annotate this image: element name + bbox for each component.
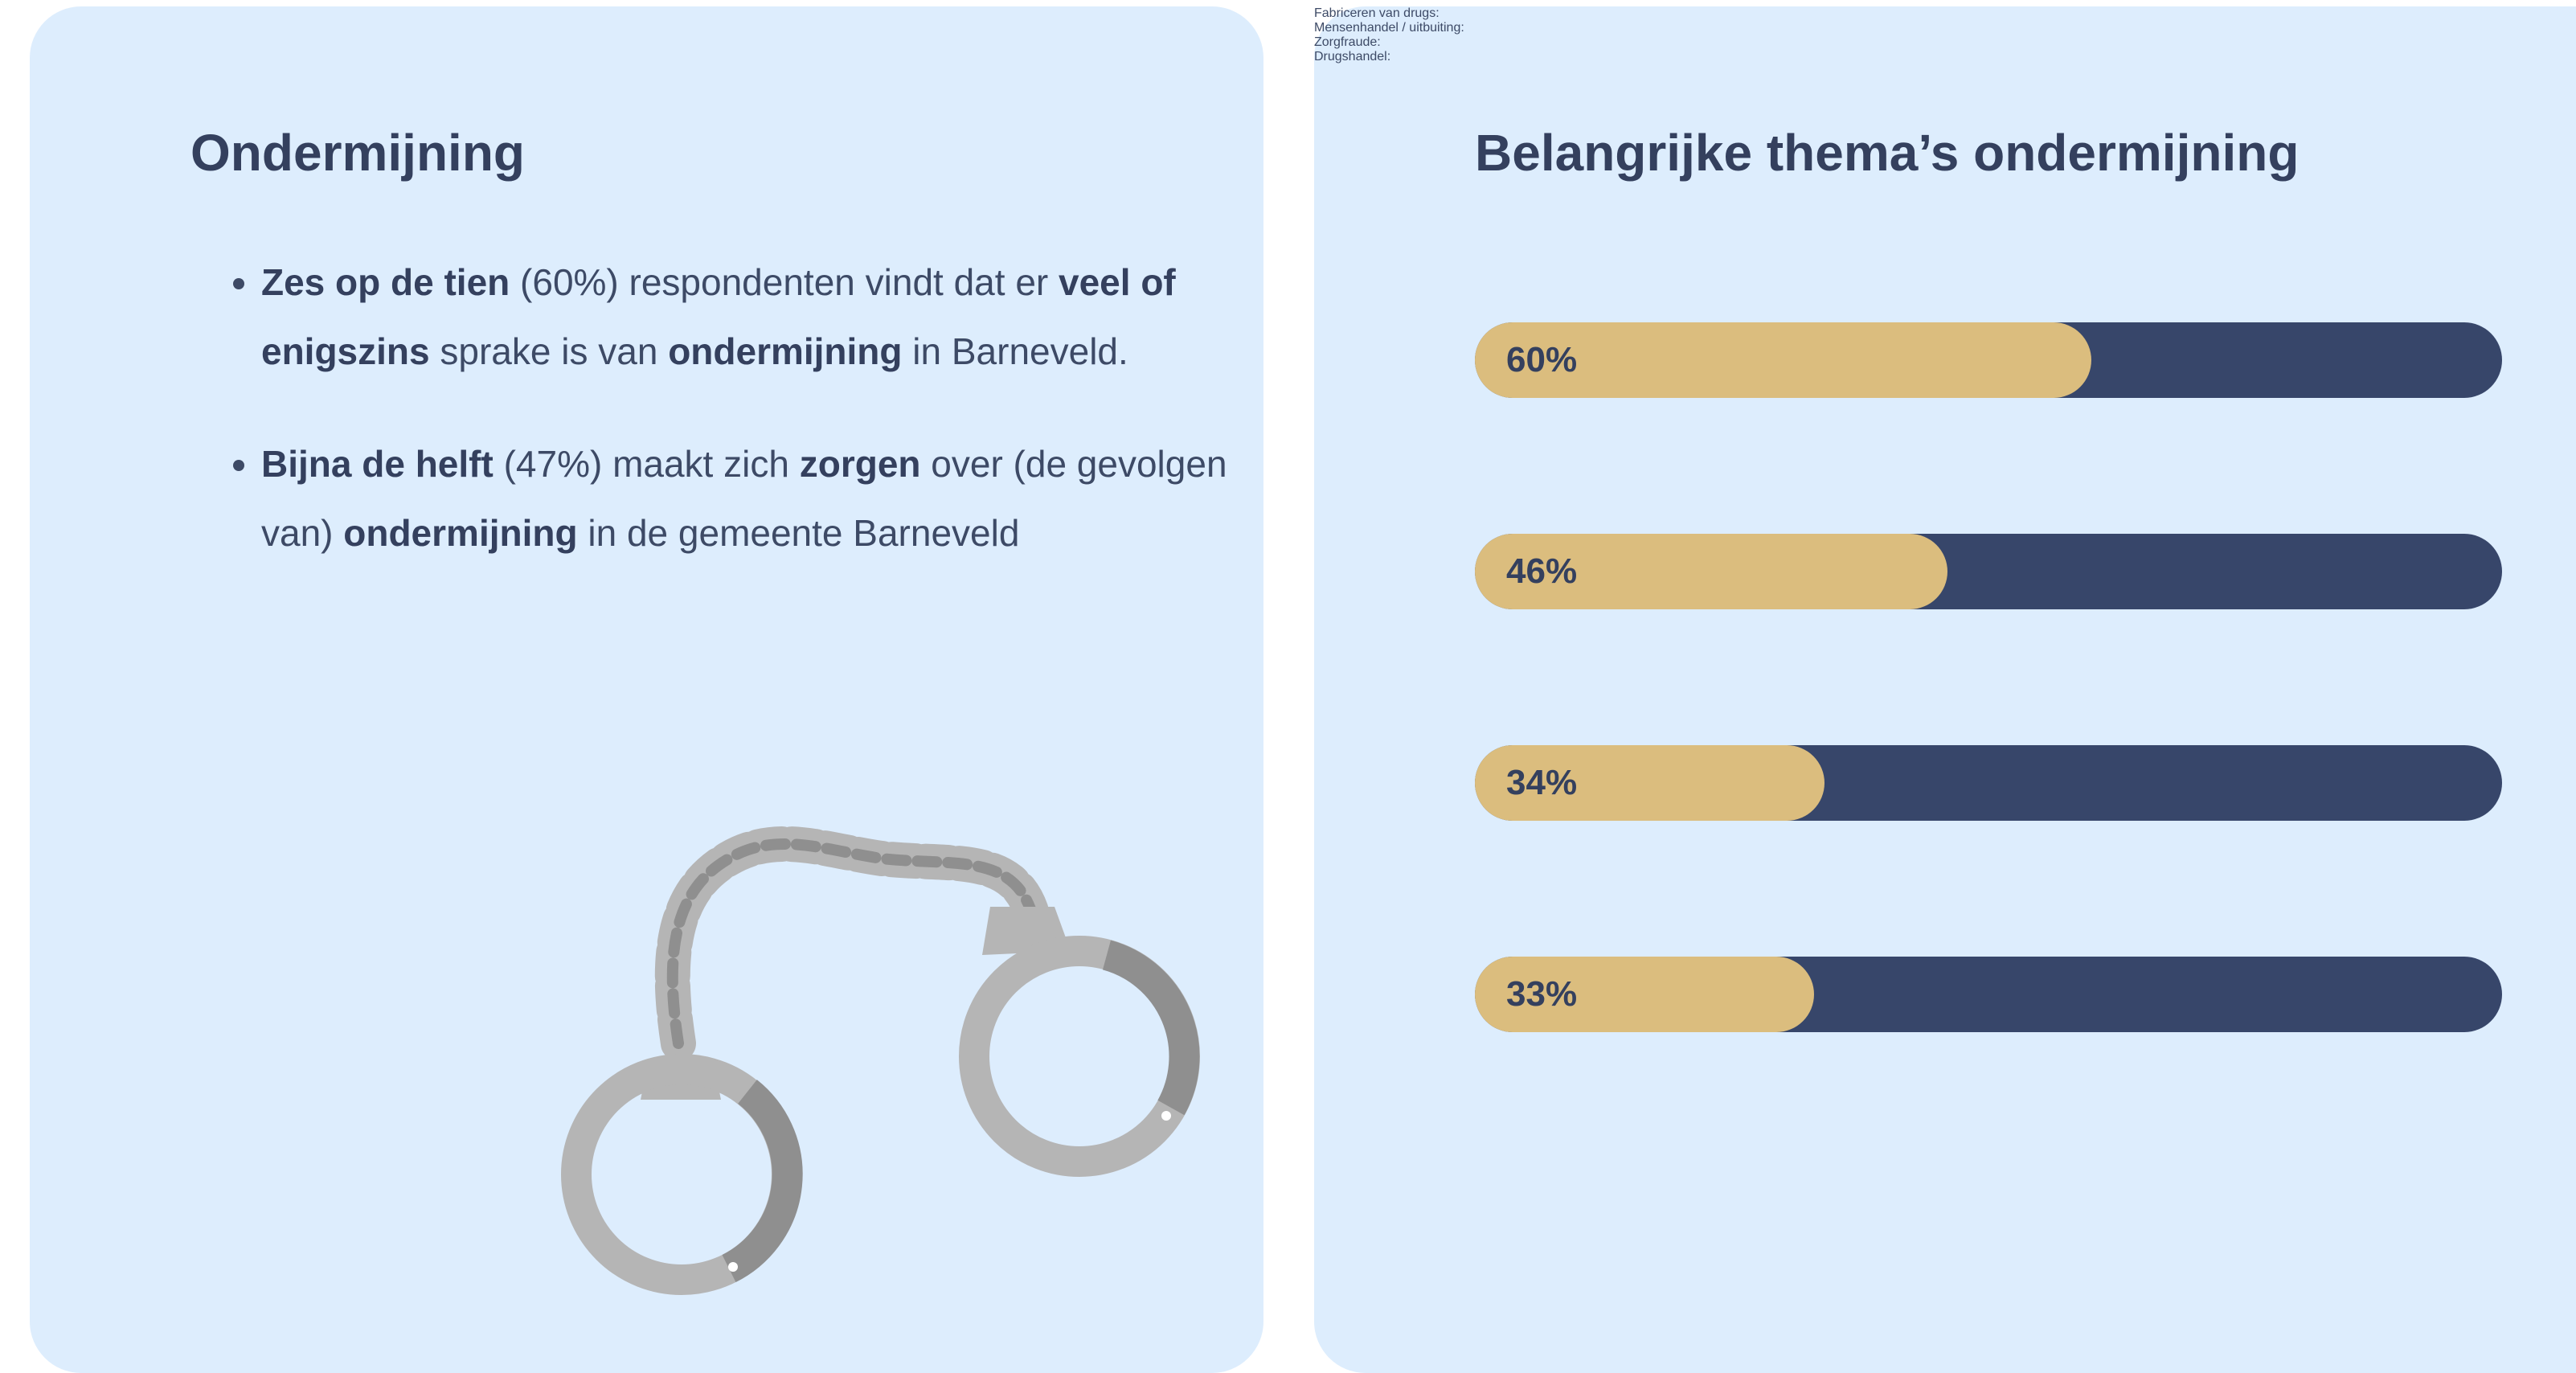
bar-track: 33% <box>1475 957 2502 1032</box>
bar-label: Fabriceren van drugs: <box>1314 6 2576 21</box>
page: Ondermijning Zes op de tien (60%) respon… <box>0 0 2576 1293</box>
bar-label: Drugshandel: <box>1314 50 2576 64</box>
bar-track: 34% <box>1475 745 2502 821</box>
handcuffs-illustration <box>30 6 1263 1301</box>
card: Ondermijning Zes op de tien (60%) respon… <box>30 6 1263 1373</box>
bar-track: 46% <box>1475 534 2502 609</box>
bar-label: Mensenhandel / uitbuiting: <box>1314 21 2576 35</box>
bar-track: 60% <box>1475 322 2502 398</box>
card-title: Belangrijke thema’s ondermijning <box>1475 123 2299 182</box>
card: Belangrijke thema’s ondermijning Fabrice… <box>1314 6 2576 1373</box>
value-label: 33% <box>1506 957 1577 1032</box>
bar-label: Zorgfraude: <box>1314 35 2576 50</box>
value-label: 60% <box>1506 322 1577 398</box>
value-label: 46% <box>1506 534 1577 609</box>
value-label: 34% <box>1506 745 1577 821</box>
